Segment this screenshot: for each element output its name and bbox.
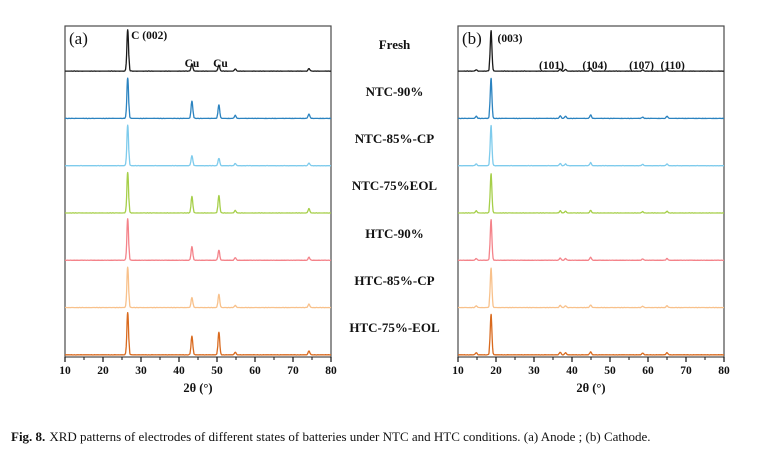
- figure-caption: Fig. 8. XRD patterns of electrodes of dif…: [11, 429, 763, 445]
- x-tick-label: 60: [642, 365, 654, 377]
- trace-label-ntc90: NTC-90%: [365, 83, 424, 99]
- x-tick-label: 50: [211, 365, 223, 377]
- xrd-trace-htc-85-cp: [65, 266, 332, 309]
- anode-xrd-chart: 10 20 30 40 50 60 70 80 2θ (°) (a) C (002) Cu Cu: [59, 25, 337, 395]
- xrd-trace-htc-90-: [457, 219, 725, 262]
- xrd-trace-fresh: [458, 30, 725, 72]
- x-tick-label: 10: [452, 365, 464, 377]
- xrd-trace-ntc-75-eol: [64, 171, 332, 214]
- x-axis-title: 2θ (°): [576, 381, 605, 395]
- peak-annotation: C (002): [131, 30, 167, 42]
- x-tick-label: 50: [604, 365, 616, 377]
- trace-label-htc85cp: HTC-85%-CP: [354, 273, 435, 289]
- xrd-trace-ntc-90-: [64, 77, 332, 120]
- xrd-trace-ntc-85-cp: [457, 124, 724, 167]
- x-tick-label: 40: [566, 365, 578, 377]
- xrd-trace-ntc-85-cp: [64, 124, 331, 167]
- peak-annotation: (003): [498, 33, 523, 45]
- peak-annotation: Cu: [185, 58, 200, 70]
- xrd-trace-htc-85-cp: [458, 267, 725, 309]
- x-tick-label: 20: [490, 365, 502, 377]
- x-tick-label: 20: [97, 365, 109, 377]
- peak-annotation: (101): [539, 60, 564, 72]
- x-tick-label: 30: [135, 365, 147, 377]
- trace-label-ntc85cp: NTC-85%-CP: [354, 131, 435, 147]
- figure-caption-text: XRD patterns of electrodes of different …: [49, 429, 651, 444]
- xrd-trace-ntc-75-eol: [457, 173, 725, 214]
- x-tick-label: 70: [287, 365, 299, 377]
- trace-label-htc90: HTC-90%: [365, 225, 424, 241]
- trace-labels-column: Fresh NTC-90% NTC-85%-CP NTC-75%EOL HTC-…: [331, 26, 458, 357]
- trace-label-fresh: Fresh: [378, 36, 411, 52]
- figure-caption-label: Fig. 8.: [11, 429, 46, 444]
- xrd-trace-htc-90-: [64, 218, 332, 262]
- xrd-trace-ntc-90-: [457, 77, 725, 120]
- x-tick-label: 30: [528, 365, 540, 377]
- panel-label: (b): [462, 29, 482, 48]
- panel-label: (a): [69, 29, 88, 48]
- trace-label-ntc75eol: NTC-75%EOL: [351, 178, 438, 194]
- x-tick-label: 10: [59, 365, 71, 377]
- x-tick-label: 80: [325, 365, 337, 377]
- xrd-trace-htc-75-eol: [64, 311, 332, 356]
- peak-annotation: Cu: [213, 58, 228, 70]
- trace-label-htc75eol: HTC-75%-EOL: [349, 320, 440, 336]
- x-tick-label: 40: [173, 365, 185, 377]
- xrd-trace-fresh: [65, 29, 332, 72]
- xrd-trace-htc-75-eol: [457, 313, 725, 356]
- x-tick-label: 80: [718, 365, 730, 377]
- x-tick-label: 70: [680, 365, 692, 377]
- x-tick-label: 60: [249, 365, 261, 377]
- x-axis-title: 2θ (°): [183, 381, 212, 395]
- peak-annotation: (104): [582, 60, 607, 72]
- peak-annotation: (107): [629, 60, 654, 72]
- peak-annotation: (110): [661, 60, 685, 72]
- cathode-xrd-chart: 10 20 30 40 50 60 70 80 2θ (°) (b) (003) (101) (104)…: [452, 25, 730, 395]
